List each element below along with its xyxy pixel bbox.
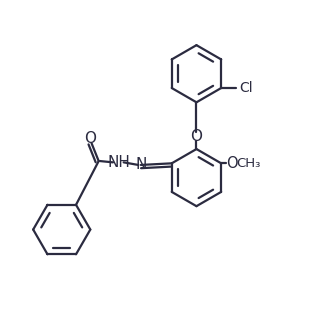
Text: O: O — [191, 129, 202, 144]
Text: Cl: Cl — [239, 81, 253, 95]
Text: O: O — [226, 156, 238, 171]
Text: N: N — [135, 157, 147, 172]
Text: CH₃: CH₃ — [236, 157, 260, 170]
Text: O: O — [84, 130, 96, 145]
Text: NH: NH — [107, 155, 130, 170]
